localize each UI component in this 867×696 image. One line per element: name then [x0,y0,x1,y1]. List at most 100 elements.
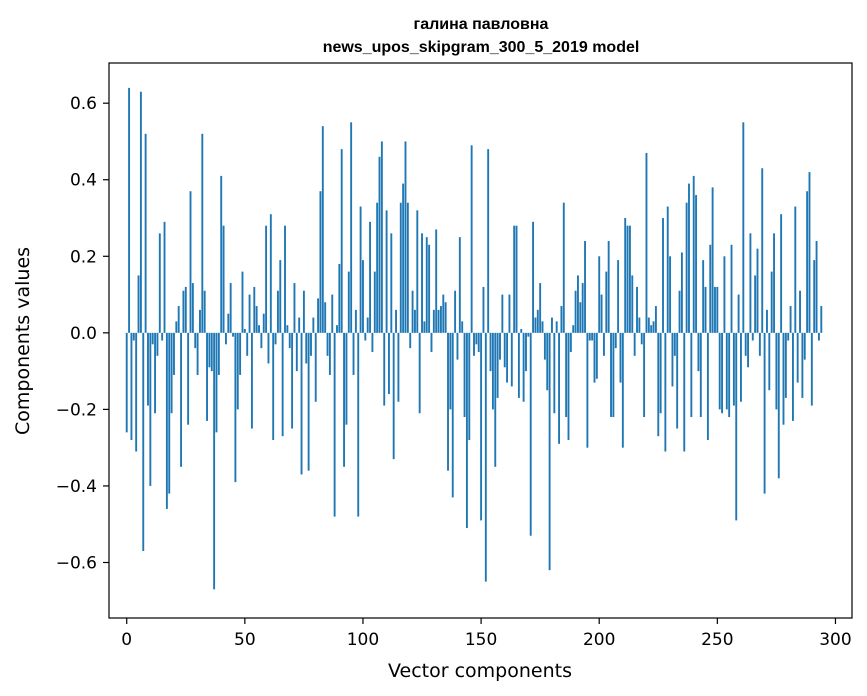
bar-135 [444,302,447,333]
bar-193 [581,283,584,333]
bar-41 [222,225,225,333]
bar-199 [595,332,598,379]
bar-256 [730,244,733,333]
bar-225 [657,332,660,437]
bar-237 [685,202,688,333]
bar-272 [768,332,771,391]
bar-25 [184,286,187,333]
bar-94 [347,271,350,333]
bar-65 [279,260,282,333]
bar-192 [579,302,582,333]
bar-39 [217,332,220,375]
bar-278 [782,332,785,425]
bar-56 [258,325,260,333]
bar-115 [397,332,400,402]
bar-91 [340,149,343,333]
bar-61 [269,214,272,333]
x-tick-label: 200 [583,630,615,650]
bar-174 [536,309,539,333]
bar-290 [810,332,813,406]
bar-53 [250,332,253,429]
bar-108 [380,141,383,333]
bar-80 [314,332,317,402]
bar-13 [156,332,159,356]
bar-181 [553,332,556,414]
bar-58 [262,313,265,333]
bar-15 [161,332,164,341]
bar-60 [267,332,270,364]
bar-49 [241,271,244,333]
bar-121 [411,290,414,333]
bar-118 [404,141,407,333]
bar-180 [551,317,553,333]
bar-146 [470,145,473,333]
bar-126 [423,321,426,333]
bar-288 [806,191,809,333]
bar-78 [310,332,312,356]
bar-30 [196,332,199,375]
bar-27 [189,191,192,333]
bar-117 [402,183,405,333]
bar-145 [468,332,471,441]
bar-244 [702,260,705,333]
bar-98 [357,332,360,517]
bar-218 [640,332,643,345]
bar-160 [503,332,506,368]
bar-148 [475,332,478,345]
bar-76 [305,332,308,364]
bar-228 [664,332,667,452]
bar-142 [461,321,464,333]
bar-211 [624,218,627,333]
bar-85 [326,332,329,356]
bar-275 [775,332,778,410]
bar-119 [406,202,409,333]
bar-77 [307,332,310,471]
bar-255 [728,332,731,418]
bar-106 [376,202,379,333]
bar-57 [260,332,263,349]
bar-177 [543,332,546,360]
bar-81 [317,298,320,333]
bar-185 [562,202,565,333]
bar-250 [716,286,719,333]
bar-257 [732,332,735,406]
y-tick-label: 0.2 [70,247,97,267]
bar-83 [321,126,324,333]
y-tick-label: −0.2 [56,400,97,420]
bar-2 [130,332,133,441]
x-tick-label: 100 [347,630,379,650]
y-tick-label: −0.4 [56,477,97,497]
bar-187 [567,332,570,441]
chart-subtitle: news_upos_skipgram_300_5_2019 model [323,39,640,56]
bar-220 [645,152,648,333]
bar-99 [359,206,362,333]
bar-198 [593,332,596,383]
bar-222 [650,325,653,333]
bar-151 [482,286,485,333]
bar-96 [352,332,355,375]
bar-233 [676,332,679,429]
bar-10 [149,332,152,486]
bar-8 [144,133,147,333]
bar-158 [499,332,501,360]
bar-234 [678,290,681,333]
bar-46 [234,332,237,483]
bar-116 [399,202,402,333]
bar-59 [265,225,268,333]
bar-136 [447,332,449,471]
bar-204 [607,240,610,333]
bar-87 [331,294,334,333]
bar-20 [173,332,175,375]
bar-107 [378,156,381,333]
bar-114 [395,309,397,333]
bar-48 [239,332,242,375]
bar-262 [744,332,747,356]
bar-33 [203,290,206,333]
bar-36 [210,332,213,372]
bar-24 [182,290,185,333]
bar-280 [787,332,790,341]
bar-133 [439,306,442,333]
x-tick-label: 150 [465,630,497,650]
bar-205 [610,332,612,418]
bar-138 [451,332,454,498]
